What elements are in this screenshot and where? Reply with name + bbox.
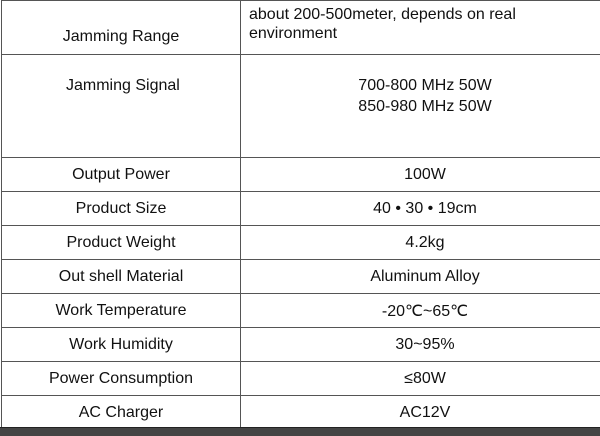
spec-value: 30~95%	[241, 328, 600, 362]
table-row: Jamming Signal 700-800 MHz 50W 850-980 M…	[2, 55, 600, 158]
table-row: Power Consumption≤80W	[2, 362, 600, 396]
spec-label: Jamming Range	[2, 1, 241, 55]
spec-value: ≤80W	[241, 362, 600, 396]
spec-label: Output Power	[2, 158, 241, 192]
spec-value-line: 4.2kg	[241, 234, 600, 252]
spec-label: Jamming Signal	[2, 55, 241, 158]
spec-label: Product Size	[2, 192, 241, 226]
spec-value: 40 • 30 • 19cm	[241, 192, 600, 226]
table-row: Work Temperature-20℃~65℃	[2, 294, 600, 328]
spec-value: 700-800 MHz 50W 850-980 MHz 50W	[241, 55, 600, 158]
spec-value: AC12V	[241, 396, 600, 430]
spec-value-line: 100W	[241, 166, 600, 184]
spec-value: Aluminum Alloy	[241, 260, 600, 294]
spec-label: Product Weight	[2, 226, 241, 260]
spec-value-line: Aluminum Alloy	[241, 268, 600, 286]
spec-label: AC Charger	[2, 396, 241, 430]
spec-value-line: about 200-500meter, depends on real	[249, 5, 600, 24]
spec-value-line: 850-980 MHz 50W	[241, 96, 600, 117]
spec-label: Work Humidity	[2, 328, 241, 362]
spec-value: about 200-500meter, depends on real envi…	[241, 1, 600, 55]
spec-value-line: 30~95%	[241, 336, 600, 354]
spec-value-line: -20℃~65℃	[241, 301, 600, 321]
table-row: Jamming Range about 200-500meter, depend…	[2, 1, 600, 55]
spec-value: 4.2kg	[241, 226, 600, 260]
spec-label: Power Consumption	[2, 362, 241, 396]
spec-value: -20℃~65℃	[241, 294, 600, 328]
spec-label: Work Temperature	[2, 294, 241, 328]
spec-label: Out shell Material	[2, 260, 241, 294]
spec-value-line: ≤80W	[241, 370, 600, 388]
spec-value: 100W	[241, 158, 600, 192]
spec-value-line: 40 • 30 • 19cm	[241, 200, 600, 218]
spec-value-line: environment	[249, 24, 600, 43]
spec-value-line: AC12V	[241, 404, 600, 422]
spec-value-line: 700-800 MHz 50W	[241, 75, 600, 96]
